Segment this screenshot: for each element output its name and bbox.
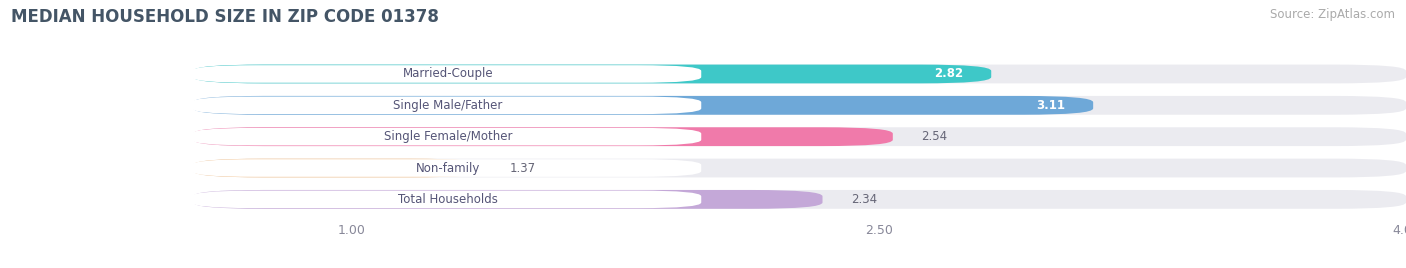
- Text: Non-family: Non-family: [416, 162, 481, 174]
- FancyBboxPatch shape: [194, 127, 1406, 146]
- FancyBboxPatch shape: [194, 190, 823, 209]
- Text: 2.34: 2.34: [851, 193, 877, 206]
- FancyBboxPatch shape: [194, 96, 1092, 115]
- FancyBboxPatch shape: [194, 159, 1406, 177]
- FancyBboxPatch shape: [194, 159, 482, 177]
- FancyBboxPatch shape: [191, 96, 702, 114]
- FancyBboxPatch shape: [194, 65, 1406, 83]
- FancyBboxPatch shape: [194, 65, 991, 83]
- FancyBboxPatch shape: [191, 128, 702, 146]
- Text: 3.11: 3.11: [1036, 99, 1066, 112]
- FancyBboxPatch shape: [194, 190, 1406, 209]
- Text: Total Households: Total Households: [398, 193, 498, 206]
- Text: Single Male/Father: Single Male/Father: [394, 99, 503, 112]
- FancyBboxPatch shape: [191, 159, 702, 177]
- FancyBboxPatch shape: [191, 65, 702, 83]
- Text: 2.82: 2.82: [934, 68, 963, 80]
- FancyBboxPatch shape: [194, 96, 1406, 115]
- Text: Married-Couple: Married-Couple: [404, 68, 494, 80]
- FancyBboxPatch shape: [194, 127, 893, 146]
- FancyBboxPatch shape: [191, 191, 702, 208]
- Text: Single Female/Mother: Single Female/Mother: [384, 130, 512, 143]
- Text: 1.37: 1.37: [510, 162, 536, 174]
- Text: MEDIAN HOUSEHOLD SIZE IN ZIP CODE 01378: MEDIAN HOUSEHOLD SIZE IN ZIP CODE 01378: [11, 8, 439, 26]
- Text: 2.54: 2.54: [921, 130, 948, 143]
- Text: Source: ZipAtlas.com: Source: ZipAtlas.com: [1270, 8, 1395, 21]
